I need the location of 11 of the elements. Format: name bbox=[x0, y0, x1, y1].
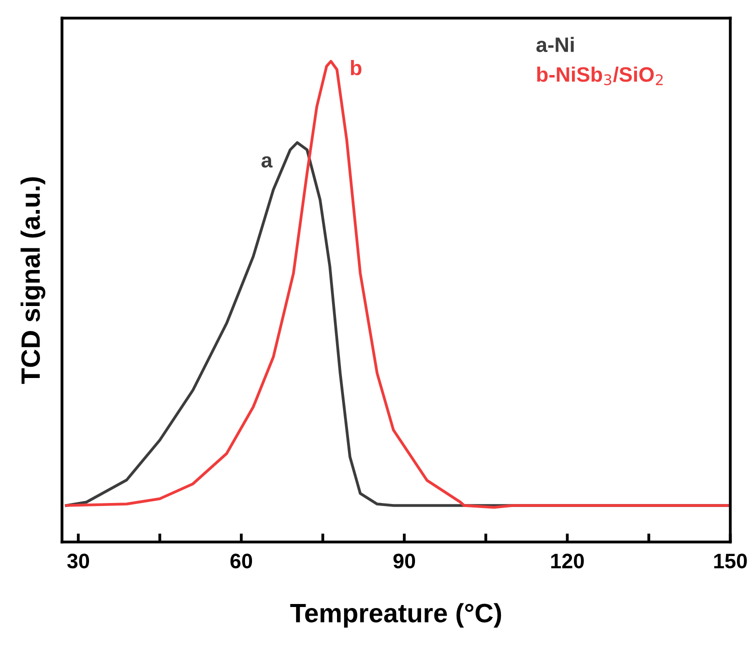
y-axis-title: TCD signal (a.u.) bbox=[20, 177, 46, 384]
x-tick-label: 30 bbox=[67, 554, 90, 568]
annotation: b bbox=[350, 60, 362, 76]
x-tick-label: 120 bbox=[551, 554, 584, 568]
text: a-Ni bbox=[536, 36, 574, 52]
x-tick-label: 90 bbox=[393, 554, 416, 568]
x-axis-title: Tempreature (°C) bbox=[290, 603, 502, 628]
annotation: a bbox=[262, 156, 273, 168]
x-tick-label: 60 bbox=[230, 554, 252, 568]
x-tick-label: 150 bbox=[714, 554, 747, 568]
text: b-NiSb$_{3}$/SiO$_{2}$ bbox=[537, 66, 663, 86]
